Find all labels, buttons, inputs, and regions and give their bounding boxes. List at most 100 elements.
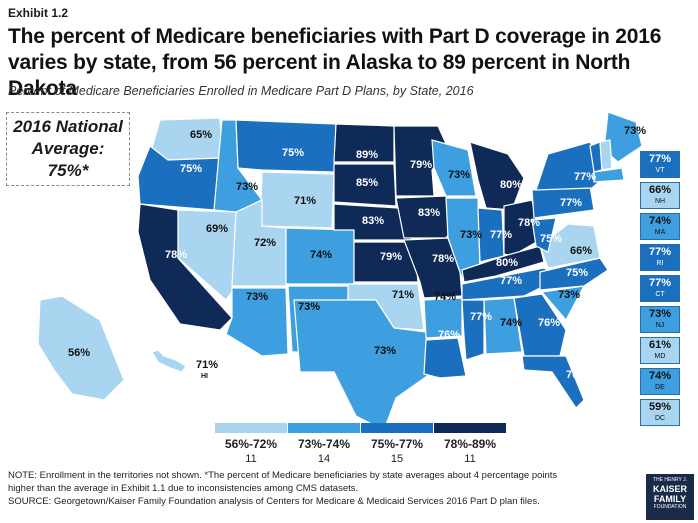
- state-value-az: 73%: [246, 291, 268, 303]
- exhibit-label: Exhibit 1.2: [8, 6, 69, 20]
- note-line-1: NOTE: Enrollment in the territories not …: [8, 470, 558, 481]
- state-value-or: 75%: [180, 163, 202, 175]
- state-ar: [423, 297, 463, 339]
- side-box-md: 61% MD: [640, 337, 680, 364]
- side-box-abbr: CT: [655, 291, 665, 298]
- state-ms: [461, 299, 485, 361]
- legend-swatch-2: [288, 423, 360, 433]
- state-value-il: 73%: [460, 229, 482, 241]
- state-value-ny: 77%: [574, 171, 596, 183]
- state-value-fl: 76%: [566, 369, 588, 381]
- side-box-abbr: DE: [655, 384, 665, 391]
- state-nh: [599, 139, 613, 171]
- state-value-ok: 71%: [392, 289, 414, 301]
- side-box-value: 77%: [648, 277, 672, 289]
- state-nd: [333, 123, 395, 163]
- state-ky: [461, 245, 545, 283]
- side-box-value: 77%: [648, 153, 672, 165]
- side-box-value: 73%: [648, 308, 672, 320]
- side-box-ct: 77% CT: [640, 275, 680, 302]
- state-value-mt: 75%: [282, 147, 304, 159]
- side-box-ri: 77% RI: [640, 244, 680, 271]
- kff-logo-line-2: KAISER: [652, 484, 687, 494]
- side-box-abbr: MD: [654, 353, 666, 360]
- legend-count-4: 11: [464, 453, 476, 465]
- state-value-ut: 72%: [254, 237, 276, 249]
- source-line: SOURCE: Georgetown/Kaiser Family Foundat…: [8, 496, 540, 507]
- side-box-abbr: NJ: [655, 322, 665, 329]
- side-box-value: 61%: [648, 339, 672, 351]
- state-ga: [513, 293, 567, 357]
- side-box-value: 77%: [648, 246, 672, 258]
- state-al: [483, 297, 523, 355]
- state-value-ks: 79%: [380, 251, 402, 263]
- state-ks: [353, 241, 419, 283]
- national-average-line-1: 2016 National: [13, 117, 123, 136]
- state-value-ms: 77%: [470, 311, 492, 323]
- state-value-ak: 56%: [68, 347, 90, 359]
- state-tx: [293, 299, 431, 431]
- title-line-2: varies by state, from 56 percent in Alas…: [8, 51, 631, 100]
- legend-range-2: 73%-74%: [297, 437, 351, 451]
- state-value-ia: 83%: [418, 207, 440, 219]
- state-value-nd: 89%: [356, 149, 378, 161]
- state-value-la: 76%: [438, 329, 460, 341]
- kff-logo-line-1: THE HENRY J.: [653, 477, 687, 483]
- title-line-1: The percent of Medicare beneficiaries wi…: [8, 25, 662, 48]
- side-box-abbr: VT: [655, 167, 665, 174]
- state-mt: [235, 119, 337, 173]
- state-value-co: 74%: [310, 249, 332, 261]
- side-box-nj: 73% NJ: [640, 306, 680, 333]
- state-value-hi: 71%: [196, 359, 218, 371]
- state-ma: [593, 167, 625, 183]
- page-title: The percent of Medicare beneficiaries wi…: [8, 24, 698, 102]
- state-value-wa: 65%: [190, 129, 212, 141]
- state-value-va: 66%: [570, 245, 592, 257]
- state-value-nc: 75%: [566, 267, 588, 279]
- state-value-ca: 78%: [165, 249, 187, 261]
- state-value-ar: 74%: [434, 291, 456, 303]
- state-value-nm: 73%: [298, 301, 320, 313]
- state-ak: [37, 295, 125, 401]
- state-value-oh: 78%: [518, 217, 540, 229]
- legend-count-1: 11: [245, 453, 257, 465]
- note-line-2: higher than the average in Exhibit 1.1 d…: [8, 483, 359, 494]
- state-sc: [540, 285, 586, 322]
- state-value-tx: 73%: [374, 345, 396, 357]
- side-box-de: 74% DE: [640, 368, 680, 395]
- national-average-box: 2016 National Average: 75%*: [6, 112, 130, 186]
- page-subtitle: Percent of Medicare Beneficiaries Enroll…: [8, 84, 474, 98]
- state-value-mi: 80%: [500, 179, 522, 191]
- legend-count-3: 15: [390, 453, 404, 465]
- state-value-ne: 83%: [362, 215, 384, 227]
- legend-range-1: 56%-72%: [224, 437, 278, 451]
- state-value-mn: 79%: [410, 159, 432, 171]
- state-value-me: 73%: [624, 125, 646, 137]
- legend-range-4: 78%-89%: [443, 437, 497, 451]
- legend-swatch-1: [215, 423, 287, 433]
- state-az: [225, 287, 289, 357]
- state-hi: [151, 349, 187, 373]
- kff-logo-line-4: FOUNDATION: [653, 504, 687, 510]
- state-value-ky: 80%: [496, 257, 518, 269]
- state-value-mo: 78%: [432, 253, 454, 265]
- legend-swatch-3: [361, 423, 433, 433]
- side-box-abbr: RI: [656, 260, 664, 267]
- side-box-dc: 59% DC: [640, 399, 680, 426]
- side-box-value: 74%: [648, 370, 672, 382]
- side-box-value: 74%: [648, 215, 672, 227]
- side-box-value: 66%: [648, 184, 672, 196]
- state-abbr-hi: HI: [201, 373, 208, 380]
- state-value-wi: 73%: [448, 169, 470, 181]
- state-wv: [531, 217, 557, 253]
- state-wi: [431, 139, 477, 197]
- state-value-tn: 77%: [500, 275, 522, 287]
- state-value-pa: 77%: [560, 197, 582, 209]
- state-value-ga: 76%: [538, 317, 560, 329]
- kff-logo-line-3: FAMILY: [653, 494, 687, 504]
- state-value-in: 77%: [490, 229, 512, 241]
- state-value-al: 74%: [500, 317, 522, 329]
- side-box-abbr: DC: [654, 415, 666, 422]
- national-average-line-2: Average:: [31, 139, 105, 158]
